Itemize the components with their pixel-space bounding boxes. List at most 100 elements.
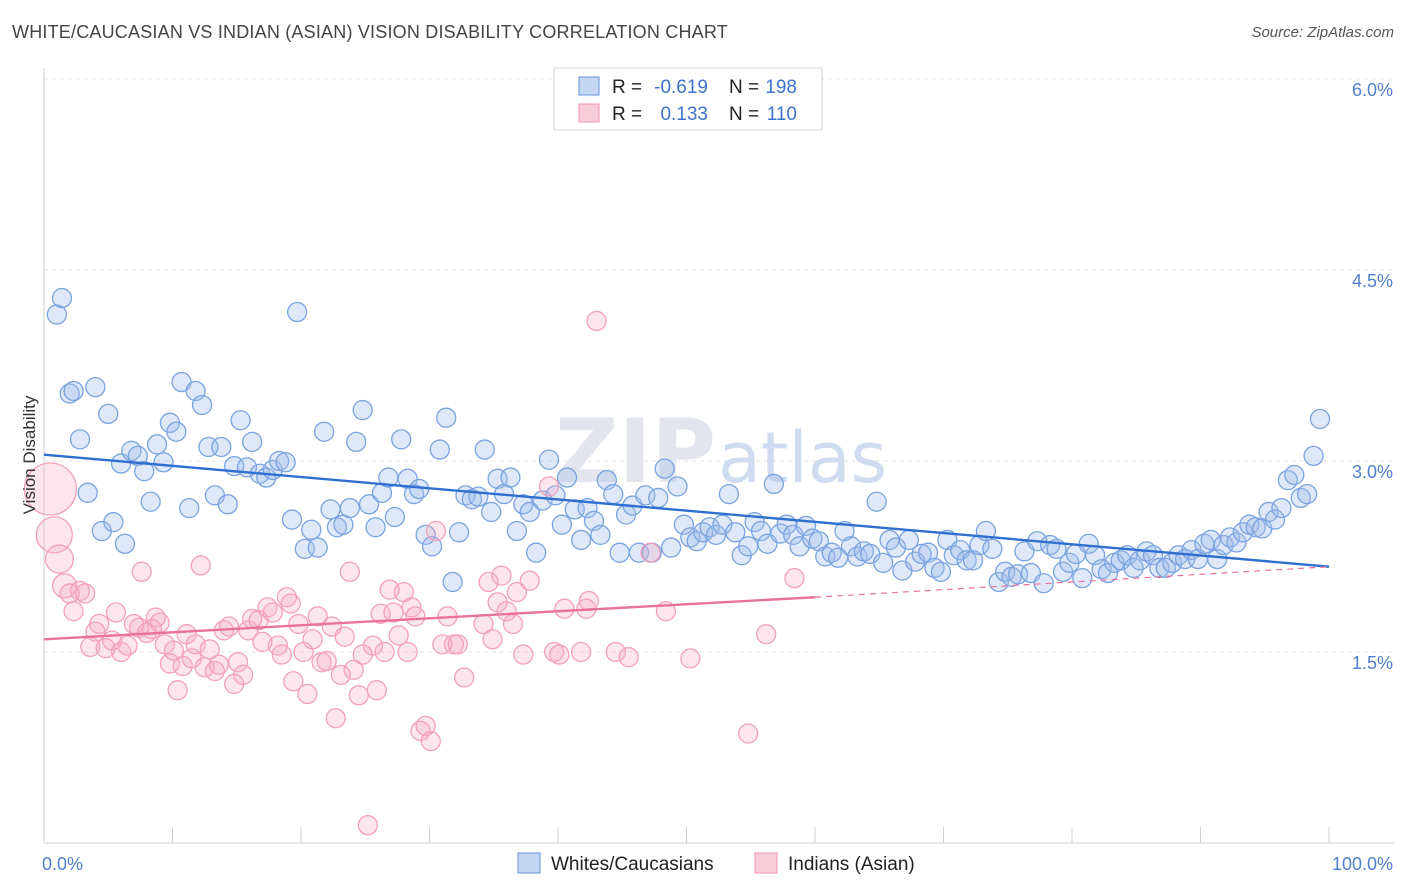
- white-point-187: [1245, 517, 1266, 538]
- indian-point-71: [374, 641, 395, 663]
- indian-point-92: [491, 565, 512, 586]
- legend-n-label-indian: N =: [729, 104, 759, 125]
- white-point-137: [924, 557, 945, 579]
- white-point-49: [358, 494, 380, 515]
- indian-point-46: [262, 602, 283, 623]
- indian-point-15: [117, 635, 138, 656]
- indian-point-93: [496, 601, 517, 622]
- bottom-legend-label-indian: Indians (Asian): [788, 854, 915, 875]
- white-point-66: [468, 486, 489, 507]
- series-indians-points: [23, 310, 805, 836]
- white-point-55: [397, 468, 418, 489]
- chart-title: WHITE/CAUCASIAN VS INDIAN (ASIAN) VISION…: [12, 22, 728, 42]
- white-point-38: [286, 301, 308, 323]
- white-point-62: [442, 571, 463, 593]
- white-point-58: [415, 524, 436, 546]
- legend-n-value-white: 198: [765, 77, 797, 98]
- indian-point-56: [307, 606, 328, 627]
- indian-point-107: [618, 646, 639, 668]
- white-point-129: [872, 552, 894, 574]
- white-point-184: [1226, 532, 1247, 553]
- legend-n-value-indian: 110: [767, 104, 797, 125]
- white-point-97: [667, 476, 688, 497]
- white-point-160: [1072, 567, 1093, 589]
- white-point-59: [421, 536, 443, 557]
- indian-point-60: [325, 708, 346, 729]
- indian-point-90: [482, 629, 503, 650]
- white-point-154: [1033, 573, 1054, 594]
- indian-point-105: [586, 310, 607, 332]
- white-point-4: [69, 429, 91, 450]
- white-point-191: [1271, 497, 1292, 519]
- indian-point-0: [23, 462, 78, 516]
- white-point-138: [930, 561, 952, 582]
- indian-point-40: [233, 664, 254, 686]
- white-point-94: [648, 487, 669, 509]
- indian-point-81: [420, 730, 441, 752]
- indian-point-80: [415, 715, 436, 737]
- white-point-37: [281, 509, 303, 530]
- white-point-29: [230, 410, 251, 431]
- white-point-163: [1091, 559, 1112, 580]
- legend-r-value-indian: 0.133: [660, 104, 708, 125]
- indian-point-51: [283, 671, 304, 692]
- white-point-9: [103, 511, 124, 533]
- y-tick-label-2: 4.5%: [1352, 271, 1393, 291]
- white-point-27: [217, 494, 238, 515]
- white-point-119: [808, 531, 830, 552]
- indian-point-62: [334, 626, 355, 647]
- indian-point-76: [397, 641, 418, 663]
- white-point-67: [474, 439, 495, 460]
- white-point-43: [320, 499, 341, 520]
- legend-n-label-white: N =: [729, 77, 759, 98]
- indian-point-13: [105, 602, 127, 623]
- white-point-135: [911, 543, 932, 565]
- indian-point-48: [271, 644, 292, 665]
- white-point-95: [654, 458, 675, 479]
- white-point-88: [609, 542, 630, 563]
- indian-point-102: [570, 641, 592, 663]
- indian-point-50: [280, 593, 301, 614]
- white-point-6: [85, 376, 106, 398]
- indian-point-113: [784, 567, 805, 589]
- white-point-11: [114, 533, 136, 554]
- white-point-80: [556, 467, 578, 488]
- indian-point-33: [199, 639, 220, 660]
- white-point-3: [63, 380, 84, 402]
- trend-line-white: [43, 453, 1330, 568]
- indian-point-65: [348, 685, 369, 706]
- indian-point-95: [506, 582, 528, 603]
- white-point-15: [140, 491, 161, 512]
- indian-point-34: [204, 660, 226, 682]
- legend-swatch-white: [578, 76, 600, 96]
- white-point-40: [301, 519, 322, 540]
- white-point-197: [1309, 408, 1331, 430]
- white-point-172: [1149, 557, 1170, 579]
- indian-point-68: [362, 635, 384, 656]
- indian-point-18: [131, 561, 152, 582]
- y-tick-label-3: 6.0%: [1352, 80, 1393, 100]
- white-point-1: [51, 287, 73, 309]
- indian-point-94: [502, 613, 524, 635]
- indian-point-101: [554, 598, 575, 619]
- white-point-92: [635, 485, 656, 506]
- legend-r-label-white: R =: [612, 77, 642, 98]
- indian-point-83: [432, 634, 453, 655]
- white-point-79: [551, 514, 573, 535]
- y-tick-label-1: 3.0%: [1352, 462, 1393, 482]
- white-point-196: [1303, 445, 1324, 467]
- white-point-105: [718, 483, 740, 505]
- indian-point-74: [388, 625, 409, 646]
- series-legend: Whites/Caucasians Indians (Asian): [517, 852, 915, 875]
- indian-point-98: [538, 476, 560, 497]
- legend-swatch-indian: [578, 103, 600, 123]
- indian-point-41: [238, 620, 259, 641]
- white-point-136: [917, 542, 939, 563]
- indian-point-49: [276, 587, 298, 608]
- indian-point-26: [167, 680, 188, 701]
- white-point-96: [660, 537, 682, 558]
- white-point-82: [570, 529, 592, 551]
- white-point-190: [1264, 509, 1286, 530]
- white-point-193: [1284, 464, 1305, 486]
